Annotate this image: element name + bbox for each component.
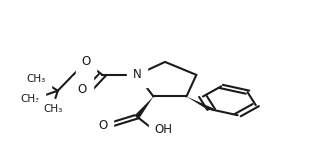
Text: O: O [81,55,90,68]
Text: O: O [98,119,108,132]
Text: O: O [78,83,87,96]
Text: N: N [133,68,141,81]
Text: CH₃: CH₃ [27,74,46,84]
Text: OH: OH [154,123,172,136]
Polygon shape [186,96,214,110]
Polygon shape [134,96,153,117]
Text: CH₃: CH₃ [20,94,39,104]
Text: CH₃: CH₃ [43,104,62,114]
